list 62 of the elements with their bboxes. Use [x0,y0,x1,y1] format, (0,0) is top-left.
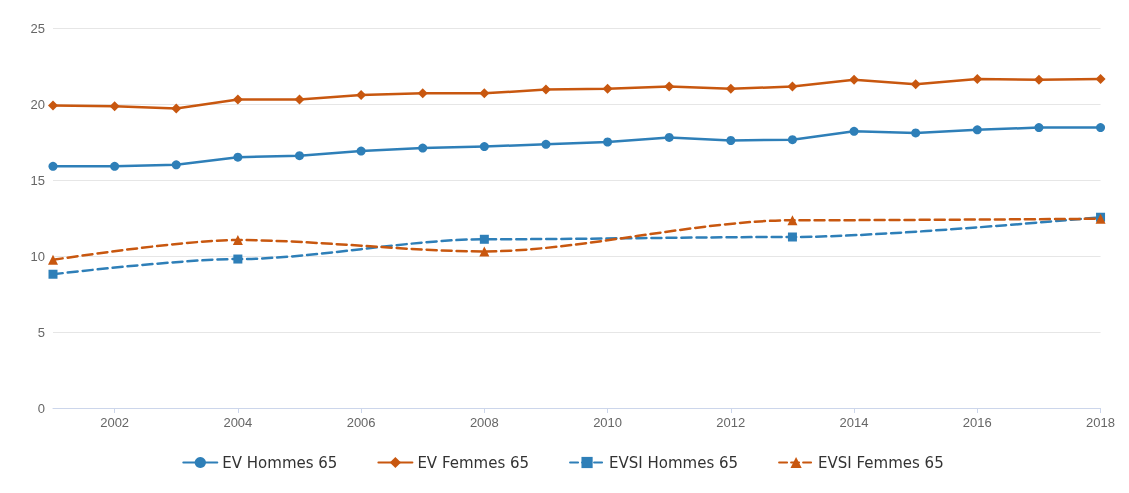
x-tick-label: 2002 [100,415,130,430]
point [232,94,243,105]
y-tick-label: 10 [30,248,45,264]
x-tick-label: 2010 [593,415,623,430]
point [603,137,613,147]
point [171,103,182,114]
legend-label: EV Femmes 65 [417,453,530,472]
point [787,135,797,145]
point [294,94,305,105]
x-tick-label: 2012 [716,415,746,430]
point [664,81,675,92]
legend-label: EVSI Femmes 65 [818,453,944,472]
point [294,151,304,161]
point [417,88,428,99]
point [1095,73,1106,84]
point [479,88,490,99]
point [109,101,120,112]
point [664,132,674,142]
x-tick-label: 2006 [346,415,376,430]
point [787,215,798,226]
x-tick-label: 2004 [223,415,253,430]
legend-label: EVSI Hommes 65 [609,453,739,472]
y-tick-label: 0 [37,400,45,416]
point [356,146,366,156]
point [48,254,58,265]
point [479,246,490,257]
point [726,135,736,145]
point [48,161,58,171]
point [418,143,428,153]
point [787,232,797,242]
y-tick-label: 5 [37,324,45,340]
point [849,126,859,136]
point [911,128,921,138]
point [1033,74,1044,85]
x-tick-label: 2008 [469,415,499,430]
point [972,73,983,84]
y-tick-label: 20 [30,96,45,112]
point [233,152,243,162]
x-tick-label: 2014 [839,415,869,430]
point [110,161,120,171]
point [479,142,489,152]
point [171,160,181,170]
y-tick-label: 25 [30,20,45,36]
x-tick-label: 2018 [1086,415,1115,430]
point [479,234,489,244]
point [1096,123,1106,133]
x-tick-label: 2016 [962,415,992,430]
point [972,125,982,135]
legend-label: EV Hommes 65 [222,453,338,472]
point [48,269,58,279]
point [232,235,243,246]
point [725,83,736,94]
point [540,84,551,95]
point [48,100,58,111]
y-tick-label: 15 [30,172,45,188]
point [787,81,798,92]
point [233,254,243,264]
point [849,74,860,85]
point [541,139,551,149]
point [602,83,613,94]
point [910,79,921,90]
point [1034,123,1044,133]
